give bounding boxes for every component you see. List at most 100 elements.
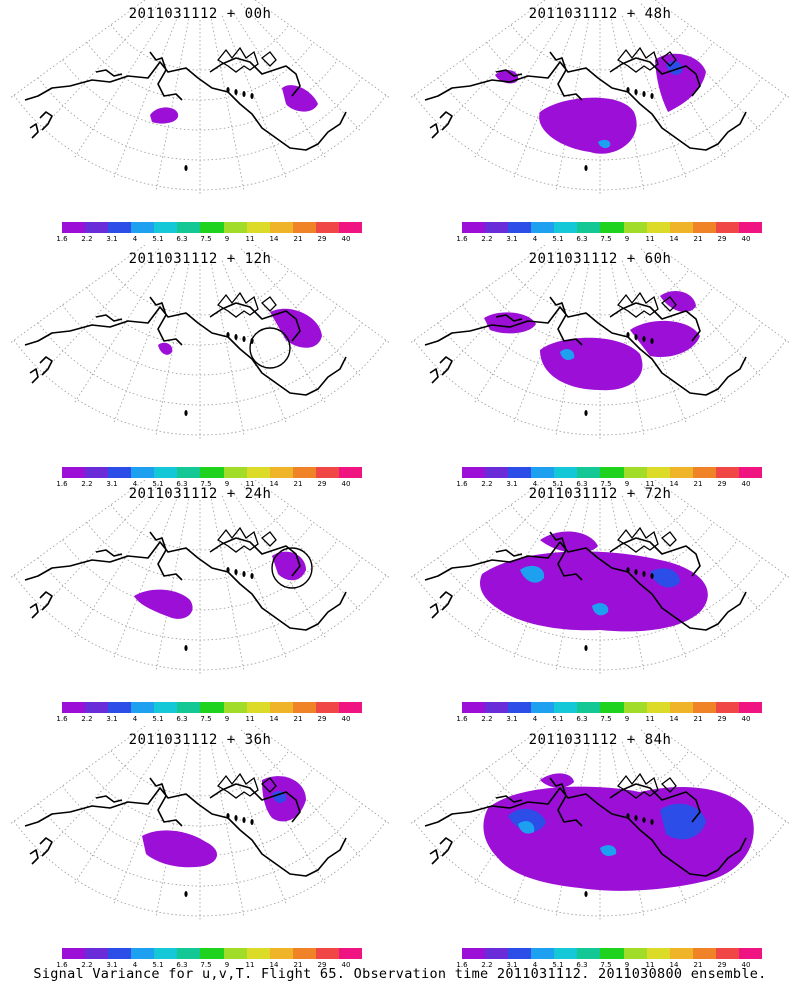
coastline <box>209 302 301 342</box>
coastline <box>24 306 347 396</box>
colorbar-swatch <box>669 222 693 233</box>
meridian-gridline <box>409 726 546 825</box>
island <box>626 332 630 338</box>
panel-title: 2011031112 + 24h <box>128 486 272 502</box>
colorbar-tick-label: 6.3 <box>176 235 188 243</box>
colorbar-tick-label: 7.5 <box>200 480 212 488</box>
latitude-gridline <box>62 304 338 376</box>
meridian-gridline <box>113 260 179 424</box>
flight-track-circle <box>271 547 313 589</box>
coastline <box>424 306 747 396</box>
colorbar-tick-label: 11 <box>645 961 655 969</box>
colorbar-tick-label: 1.6 <box>456 235 468 243</box>
island <box>234 815 238 821</box>
meridian-gridline <box>221 260 287 424</box>
island <box>234 89 238 95</box>
colorbar-swatch <box>600 467 624 478</box>
colorbar-swatch <box>269 222 293 233</box>
signal-variance-area <box>560 349 575 360</box>
arctic-islands <box>217 46 277 73</box>
coastline <box>429 368 439 384</box>
meridian-gridline <box>210 498 245 671</box>
latitude-gridline <box>37 803 363 887</box>
colorbar-swatch <box>692 222 716 233</box>
meridian-gridline <box>555 263 590 436</box>
forecast-panel: 2011031112 + 00h 1.6 2.2 3.1 4 5.1 6.3 7.5 9 11 14… <box>0 0 400 245</box>
signal-variance-area <box>540 337 643 391</box>
colorbar-tick-label: 4 <box>132 961 138 969</box>
signal-variance-area <box>660 291 696 312</box>
colorbar-swatch <box>669 948 693 959</box>
signal-variance-area <box>134 589 193 619</box>
meridian-gridline <box>409 480 546 579</box>
latitude-gridline <box>413 820 787 917</box>
colorbar-tick-label: 29 <box>317 715 327 723</box>
colorbar-swatch <box>62 948 86 959</box>
colorbar-swatch <box>623 222 647 233</box>
meridian-gridline <box>240 729 362 858</box>
island <box>650 819 654 825</box>
island <box>584 645 588 651</box>
latitude-gridline <box>437 322 763 406</box>
arctic-islands <box>617 526 677 553</box>
colorbar-swatch <box>692 702 716 713</box>
colorbar-swatch <box>85 222 109 233</box>
coastline <box>439 356 453 376</box>
coastline <box>39 591 53 611</box>
colorbar-swatch <box>508 702 532 713</box>
coastline <box>39 111 53 131</box>
colorbar-tick-label: 21 <box>693 480 703 488</box>
meridian-gridline <box>254 0 391 99</box>
coastline <box>429 849 439 865</box>
colorbar-swatch <box>623 948 647 959</box>
colorbar-swatch <box>646 222 670 233</box>
meridian-gridline <box>9 0 146 99</box>
colorbar-swatch <box>62 222 86 233</box>
colorbar-swatch <box>315 467 339 478</box>
island <box>250 573 254 579</box>
coastline <box>549 777 583 827</box>
island <box>226 87 230 93</box>
latitude-gridline <box>13 339 387 436</box>
meridian-gridline <box>513 15 579 179</box>
meridian-gridline <box>155 744 190 917</box>
signal-variance-area <box>598 139 611 149</box>
coastline <box>495 314 523 322</box>
colorbar-tick-label: 3.1 <box>506 715 518 723</box>
meridian-gridline <box>438 483 560 612</box>
colorbar-swatch <box>738 948 763 959</box>
meridian-gridline <box>210 18 245 191</box>
colorbar-tick-label: 21 <box>293 961 303 969</box>
island <box>626 87 630 93</box>
meridian-gridline <box>473 255 569 404</box>
colorbar-tick-label: 4 <box>532 715 538 723</box>
meridian-gridline <box>231 490 327 639</box>
colorbar-swatch <box>738 222 763 233</box>
latitude-gridline <box>510 24 690 71</box>
colorbar-labels: 1.6 2.2 3.1 4 5.1 6.3 7.5 9 11 14 21 29 40 <box>456 961 762 971</box>
meridian-gridline <box>73 10 169 159</box>
colorbar-swatch <box>292 222 316 233</box>
meridian-gridline <box>640 483 762 612</box>
signal-variance-area <box>540 773 574 788</box>
island <box>584 410 588 416</box>
island <box>242 91 246 97</box>
island <box>642 817 646 823</box>
meridian-gridline <box>231 736 327 885</box>
latitude-gridline <box>62 539 338 611</box>
colorbar-tick-label: 9 <box>224 715 230 723</box>
colorbar-tick-label: 4 <box>532 961 538 969</box>
colorbar-swatch <box>200 702 224 713</box>
latitude-gridline <box>413 94 787 191</box>
colorbar-tick-label: 14 <box>269 715 279 723</box>
colorbar-tick-label: 2.2 <box>81 480 93 488</box>
latitude-gridline <box>110 504 290 551</box>
colorbar-tick-label: 4 <box>132 480 138 488</box>
island <box>642 336 646 342</box>
colorbar-swatch <box>269 467 293 478</box>
colorbar-tick-label: 11 <box>245 480 255 488</box>
colorbar-swatch <box>554 467 578 478</box>
colorbar-tick-label: 11 <box>245 715 255 723</box>
colorbar-tick-label: 4 <box>532 235 538 243</box>
meridian-gridline <box>473 736 569 885</box>
